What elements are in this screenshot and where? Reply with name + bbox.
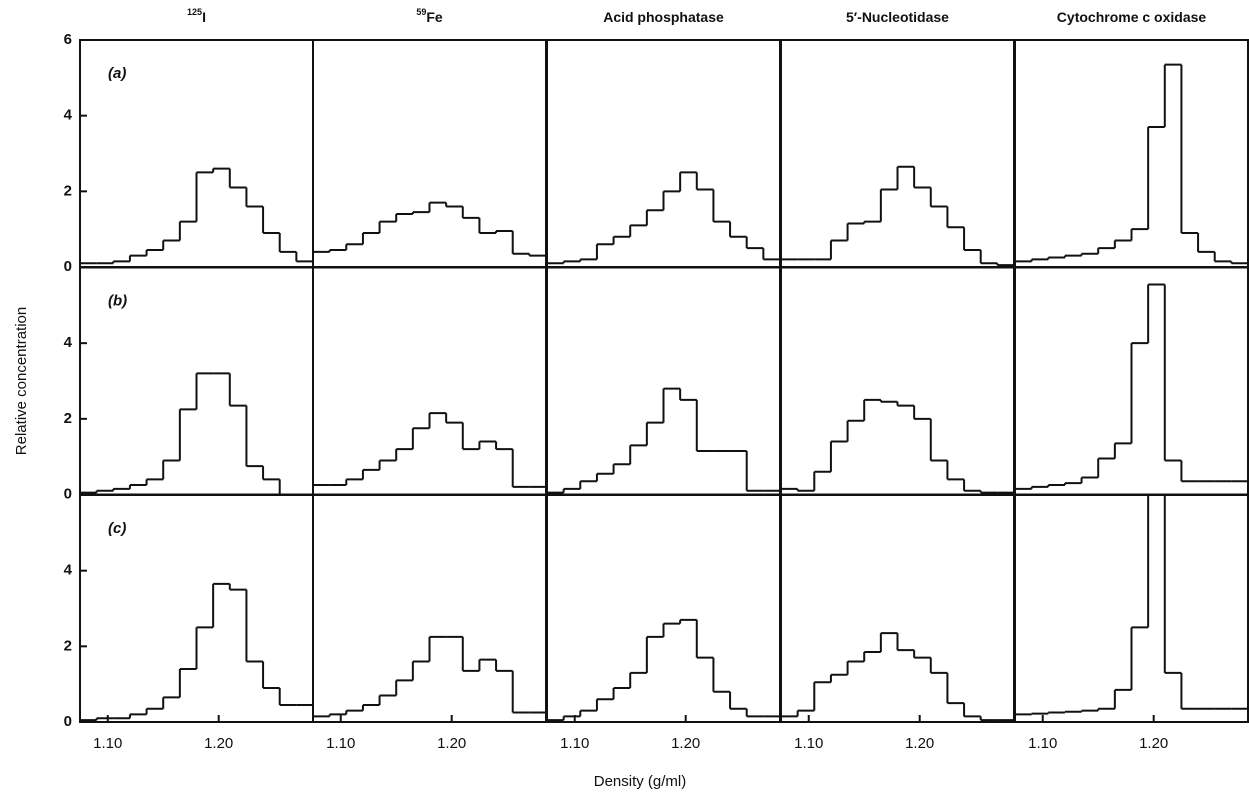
title-text: 5′-Nucleotidase [846, 9, 949, 25]
title-text: Cytochrome c oxidase [1057, 9, 1207, 25]
title-text: Fe [426, 9, 443, 25]
y-tick-label: 4 [64, 107, 73, 124]
step-riser [1030, 284, 1183, 489]
step-riser [1030, 64, 1233, 264]
title-superscript: 125 [187, 7, 202, 17]
x-tick-label: 1.10 [93, 735, 122, 752]
step-riser [796, 399, 982, 493]
x-tick-label: 1.20 [671, 735, 700, 752]
row-label: (c) [108, 520, 126, 537]
y-tick-label: 2 [64, 182, 72, 199]
panel-frame [546, 266, 781, 496]
y-axis-label: Relative concentration [13, 307, 30, 455]
title-text: Acid phosphatase [603, 9, 724, 25]
x-tick-label: 1.20 [905, 735, 934, 752]
step-riser [829, 166, 999, 266]
y-tick-label: 4 [64, 334, 73, 351]
panel-frame [546, 39, 781, 268]
panel-frame [1014, 494, 1249, 723]
x-tick-label: 1.20 [437, 735, 466, 752]
x-tick-label: 1.10 [560, 735, 589, 752]
step-riser [112, 168, 298, 264]
panel-frame [546, 494, 781, 723]
step-riser [562, 388, 748, 493]
step-riser [1030, 495, 1183, 715]
x-tick-label: 1.10 [1028, 735, 1057, 752]
title-text: I [202, 9, 206, 25]
step-riser [328, 636, 514, 717]
step-riser [796, 633, 982, 721]
panel-frame [312, 494, 547, 723]
x-tick-label: 1.20 [1139, 735, 1168, 752]
step-riser [562, 172, 765, 264]
title-superscript: 59 [416, 7, 426, 17]
column-title: Cytochrome c oxidase [1057, 9, 1207, 25]
panel-frame [780, 266, 1015, 496]
step-riser [95, 373, 281, 495]
step-riser [328, 202, 531, 256]
x-axis-label: Density (g/ml) [594, 773, 687, 790]
column-title: 59Fe [416, 7, 443, 24]
y-tick-label: 6 [64, 31, 72, 48]
panel-frame [312, 266, 547, 496]
column-title: Acid phosphatase [603, 9, 724, 25]
y-tick-label: 0 [64, 258, 72, 275]
y-tick-label: 2 [64, 410, 72, 427]
panel-frame [780, 39, 1015, 268]
step-riser [95, 583, 281, 721]
column-title: 125I [187, 7, 206, 24]
x-tick-label: 1.10 [326, 735, 355, 752]
panel-frame [312, 39, 547, 268]
y-tick-label: 0 [64, 713, 72, 730]
x-tick-label: 1.20 [204, 735, 233, 752]
x-tick-label: 1.10 [794, 735, 823, 752]
y-tick-label: 0 [64, 485, 72, 502]
column-title: 5′-Nucleotidase [846, 9, 949, 25]
step-riser [345, 413, 514, 487]
y-tick-label: 4 [64, 562, 73, 579]
panel-frame [780, 494, 1015, 723]
row-label: (b) [108, 292, 127, 309]
row-label: (a) [108, 65, 126, 82]
y-tick-label: 2 [64, 637, 72, 654]
step-riser [562, 619, 748, 721]
